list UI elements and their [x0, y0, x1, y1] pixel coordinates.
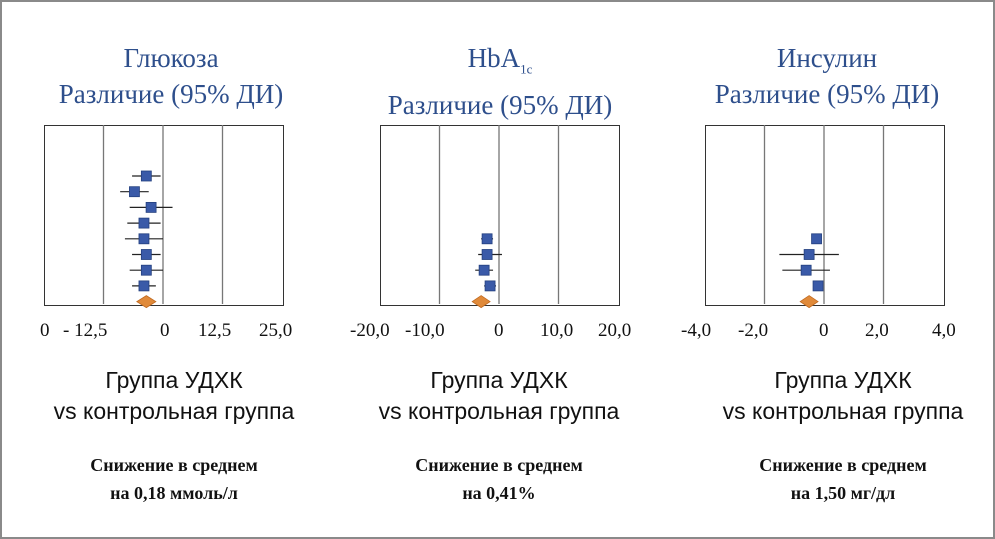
panel-2-group-label: Группа УДХК vs контрольная группа	[349, 365, 649, 427]
panel-2-tick-label: 10,0	[540, 320, 574, 341]
panel-2-tick-label: 0	[494, 320, 504, 341]
panel-2-summary-line1: Снижение в среднем	[415, 455, 583, 475]
panel-2-estimate-square	[481, 249, 493, 260]
panel-2-tick-label: 20,0	[598, 320, 632, 341]
panel-1-estimate-square	[140, 170, 152, 182]
panel-3-estimate-square	[811, 233, 822, 245]
panel-1-estimate-square	[140, 249, 152, 260]
panel-1-tick-label: 12,5	[198, 320, 232, 341]
panel-1-plot-area	[44, 125, 284, 306]
panel-3-tick-label: 4,0	[932, 320, 956, 341]
panel-1-title-line2: Различие (95% ДИ)	[58, 79, 284, 109]
panel-2-title-line1: HbA1c	[370, 40, 630, 87]
panel-3-estimate-square	[800, 264, 812, 276]
panel-2-title-main: HbA	[467, 43, 521, 73]
panel-2-estimate-square	[481, 233, 493, 245]
panel-1-group-label: Группа УДХК vs контрольная группа	[24, 365, 324, 427]
panel-2-pooled-diamond	[471, 295, 491, 309]
panel-2-summary-line2: на 0,41%	[462, 483, 536, 503]
panel-1-tick-label: 0	[40, 320, 50, 341]
panel-1-summary: Снижение в среднем на 0,18 ммоль/л	[24, 451, 324, 507]
panel-1-pooled-diamond	[136, 295, 157, 309]
panel-3-tick-label: 0	[819, 320, 829, 341]
panel-3-group-label: Группа УДХК vs контрольная группа	[693, 365, 993, 427]
panel-3-group-line1: Группа УДХК	[774, 367, 912, 393]
panel-1-tick-label: 0	[160, 320, 170, 341]
panel-2-title-line2: Различие (95% ДИ)	[387, 90, 613, 121]
panel-3-pooled-diamond	[799, 295, 819, 309]
panel-1-estimate-square	[129, 186, 140, 198]
panel-2-title-sub: 1c	[520, 61, 533, 77]
panel-3-estimate-square	[812, 280, 824, 292]
panel-3-tick-label: -2,0	[738, 320, 769, 341]
panel-3-summary-line1: Снижение в среднем	[759, 455, 927, 475]
panel-3-summary-line2: на 1,50 мг/дл	[790, 483, 896, 503]
panel-1-group-line1: Группа УДХК	[105, 367, 243, 393]
panel-1-estimate-square	[140, 264, 152, 276]
panel-1-estimate-square	[138, 217, 150, 229]
panel-2-tick-label: -20,0	[350, 320, 390, 341]
panel-1-estimate-square	[138, 280, 150, 292]
panel-3-title-line2: Различие (95% ДИ)	[714, 79, 940, 109]
panel-3-plot-area	[705, 125, 945, 306]
panel-1-summary-line2: на 0,18 ммоль/л	[110, 483, 238, 503]
panel-3-tick-label: 2,0	[865, 320, 889, 341]
panel-1-estimate-square	[138, 233, 150, 245]
panel-2-estimate-square	[484, 280, 496, 292]
panel-1-group-line2: vs контрольная группа	[53, 398, 295, 424]
panel-1-title: Глюкоза Различие (95% ДИ)	[41, 40, 301, 112]
panel-1-tick-label: - 12,5	[63, 320, 108, 341]
panel-1-summary-line1: Снижение в среднем	[90, 455, 258, 475]
panel-3-summary: Снижение в среднем на 1,50 мг/дл	[693, 451, 993, 507]
panel-2-tick-label: -10,0	[405, 320, 445, 341]
panel-2-summary: Снижение в среднем на 0,41%	[349, 451, 649, 507]
panel-2-title: HbA1c Различие (95% ДИ)	[370, 40, 630, 123]
panel-1-estimate-square	[145, 201, 157, 213]
panel-1-tick-label: 25,0	[259, 320, 293, 341]
panel-2-estimate-square	[478, 264, 490, 276]
panel-3-tick-label: -4,0	[681, 320, 712, 341]
panel-3-estimate-square	[803, 249, 815, 260]
panel-3-group-line2: vs контрольная группа	[722, 398, 964, 424]
panel-3-title: Инсулин Различие (95% ДИ)	[697, 40, 957, 112]
panel-2-group-line2: vs контрольная группа	[378, 398, 620, 424]
panel-2-group-line1: Группа УДХК	[430, 367, 568, 393]
panel-3-title-line1: Инсулин	[776, 43, 878, 73]
panel-2-plot-area	[380, 125, 620, 306]
panel-1-title-line1: Глюкоза	[123, 43, 219, 73]
